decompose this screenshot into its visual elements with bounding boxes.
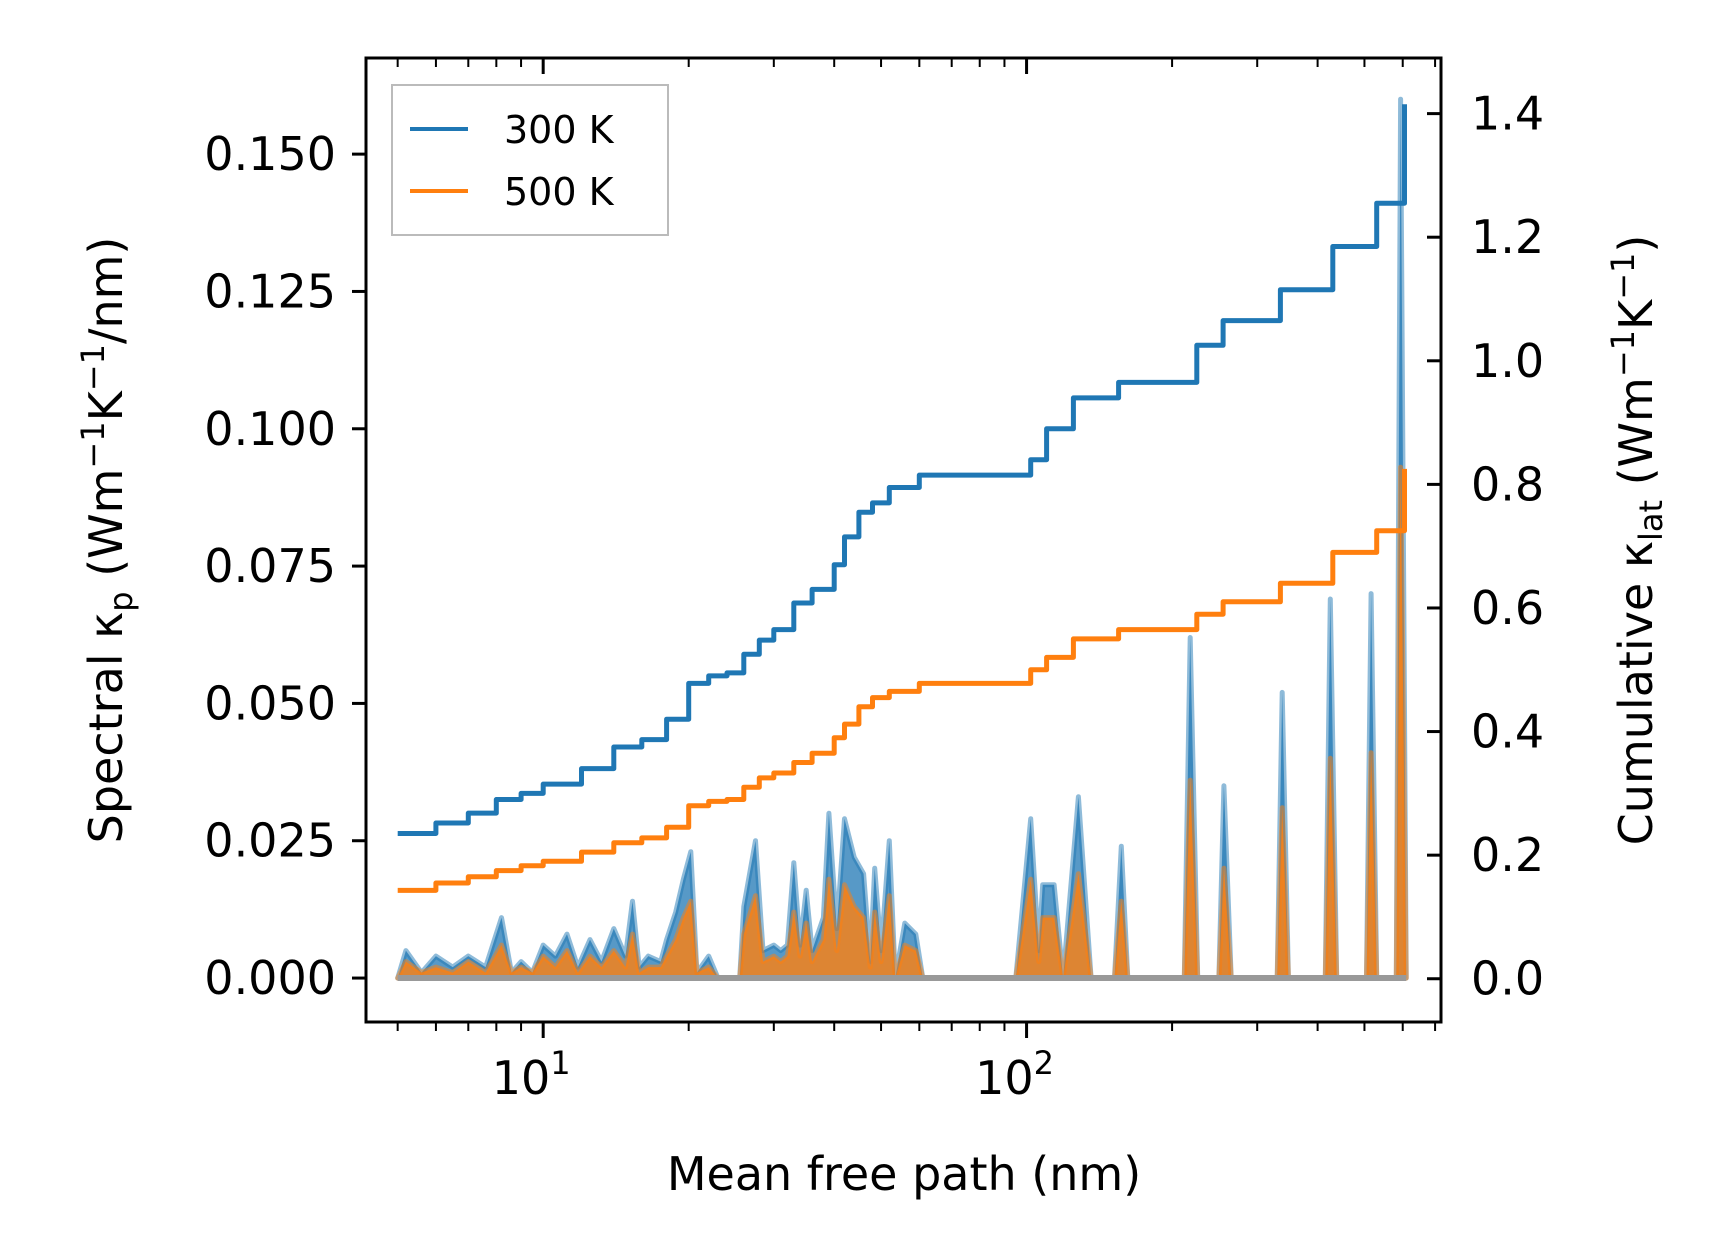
- cumulative-line-300k: [397, 104, 1407, 836]
- cumulative-line-500k: [397, 468, 1407, 893]
- y-axis-left-title: Spectral κp (Wm−1K−1/nm): [74, 237, 140, 844]
- y-left-tick-label: 0.075: [204, 539, 336, 593]
- y-left-tick-label: 0.100: [204, 402, 336, 456]
- y-left-tick-label: 0.000: [204, 951, 336, 1005]
- legend: 300 K 500 K: [391, 84, 669, 236]
- y-right-tick-label: 0.0: [1471, 952, 1544, 1006]
- y-right-tick-label: 1.2: [1471, 210, 1544, 264]
- y-right-tick-label: 1.4: [1471, 87, 1544, 141]
- y-left-tick-label: 0.150: [204, 127, 336, 181]
- tick-layer: 0.000 0.025 0.050 0.075 0.100 0.125 0.150 0.0 0.…: [204, 58, 1544, 1105]
- plot-frame: [364, 56, 1443, 1024]
- y-right-tick-label: 0.8: [1471, 457, 1544, 511]
- y-right-tick-label: 0.4: [1471, 705, 1544, 759]
- y-axis-right-title: Cumulative κlat (Wm−1K−1): [1604, 235, 1670, 846]
- x-axis-title: Mean free path (nm): [667, 1147, 1141, 1201]
- x-tick-label: 101: [492, 1044, 571, 1105]
- y-left-tick-label: 0.125: [204, 264, 336, 318]
- y-left-tick-label: 0.025: [204, 814, 336, 868]
- spectral-area-500k: [395, 464, 1409, 981]
- y-right-tick-label: 0.2: [1471, 828, 1544, 882]
- legend-label-500k: 500 K: [504, 170, 615, 214]
- y-right-tick-label: 1.0: [1471, 334, 1544, 388]
- cumulative-line-layer: [397, 104, 1407, 893]
- spectral-fill-layer: [395, 96, 1409, 982]
- y-right-tick-label: 0.6: [1471, 581, 1544, 635]
- legend-box: [391, 84, 669, 236]
- y-left-tick-label: 0.050: [204, 676, 336, 730]
- x-tick-label: 102: [975, 1044, 1054, 1105]
- legend-label-300k: 300 K: [504, 108, 615, 152]
